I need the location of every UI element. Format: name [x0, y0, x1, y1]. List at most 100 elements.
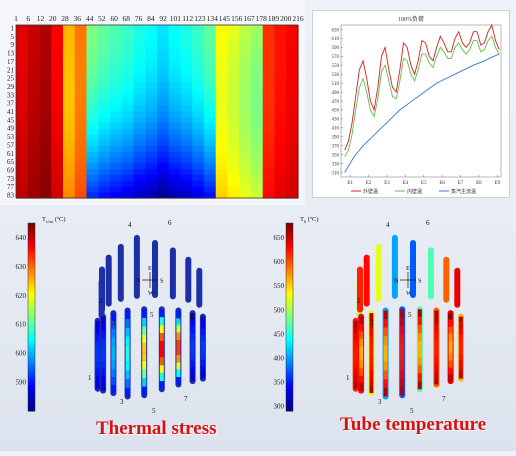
- heatmap-cell: [262, 186, 276, 193]
- heatmap-cell: [63, 48, 76, 55]
- heatmap-cell: [110, 65, 123, 72]
- heatmap-cell: [286, 88, 299, 95]
- heatmap-cell: [262, 76, 276, 84]
- heatmap-cell: [168, 123, 182, 130]
- tube-number: 2: [99, 297, 103, 305]
- heatmap-cell: [204, 180, 217, 188]
- heatmap-cell: [63, 111, 76, 118]
- heatmap-cell: [133, 88, 146, 95]
- heatmap-cell: [227, 53, 240, 61]
- colorbar-symbol: T: [300, 216, 304, 223]
- heatmap-cell: [121, 157, 135, 164]
- heatmap-cell: [51, 99, 64, 107]
- colorbar-segment: [28, 398, 35, 403]
- heatmap-cell: [157, 140, 170, 147]
- heatmap-cell: [274, 25, 287, 32]
- heatmap-cell: [227, 65, 240, 72]
- heatmap-cell: [145, 36, 158, 43]
- heatmap-cell: [98, 48, 111, 55]
- heatmap-cell: [27, 48, 41, 55]
- heatmap-cell: [74, 146, 88, 153]
- heatmap-cell: [157, 180, 170, 188]
- heatmap-cell: [133, 105, 146, 113]
- heatmap-cell: [274, 180, 287, 188]
- heatmap-cell: [274, 59, 287, 66]
- heatmap-cell: [286, 134, 299, 141]
- line-chart-y-tick-label: 310: [332, 171, 340, 176]
- colorbar-segment: [28, 226, 35, 230]
- heatmap-cell: [110, 111, 123, 118]
- heatmap-cell: [192, 111, 205, 118]
- heatmap-cell: [262, 117, 276, 124]
- colorbar-tick-label: 590: [16, 379, 27, 387]
- heatmap-cell: [74, 157, 88, 164]
- heatmap-cell: [16, 30, 29, 38]
- colorbar-tick-label: 650: [274, 234, 285, 242]
- heatmap-cell: [274, 186, 287, 193]
- tube-number: 3: [112, 319, 116, 327]
- heatmap-cell: [215, 105, 229, 113]
- heatmap-x-tick-label: 12: [37, 14, 45, 23]
- heatmap-cell: [274, 71, 287, 78]
- heatmap-cell: [110, 76, 123, 84]
- colorbar-segment: [28, 244, 35, 249]
- heatmap-cell: [16, 192, 29, 199]
- heatmap-cell: [168, 30, 182, 38]
- heatmap-cell: [121, 111, 135, 118]
- heatmap-cell: [227, 157, 240, 164]
- heatmap-cell: [180, 134, 193, 141]
- heatmap-cell: [39, 151, 52, 159]
- heatmap-cell: [157, 128, 170, 136]
- heatmap-cell: [121, 94, 135, 101]
- heatmap-x-tick-label: 28: [61, 14, 69, 23]
- heatmap-cell: [121, 146, 135, 153]
- heatmap-x-tick-label: 178: [256, 14, 268, 23]
- heatmap-cell: [16, 146, 29, 153]
- colorbar-segment: [286, 354, 293, 359]
- heatmap-cell: [51, 94, 64, 101]
- colorbar-segment: [28, 385, 35, 390]
- heatmap-cell: [262, 59, 276, 66]
- heatmap-cell: [262, 174, 276, 182]
- colorbar-tick-label: 350: [274, 379, 285, 387]
- heatmap-cell: [74, 169, 88, 176]
- heatmap-cell: [239, 30, 252, 38]
- line-chart-x-tick-label: E2: [366, 181, 372, 186]
- heatmap-cell: [192, 88, 205, 95]
- heatmap-cell: [251, 146, 264, 153]
- heatmap-cell: [74, 25, 88, 32]
- heatmap-cell: [204, 25, 217, 32]
- colorbar-tick-label: 620: [16, 292, 27, 300]
- heatmap-cell: [239, 65, 252, 72]
- heatmap-cell: [251, 151, 264, 159]
- line-chart-x-tick-label: E1: [347, 181, 353, 186]
- tube-number: 5: [410, 407, 414, 415]
- heatmap-cell: [204, 94, 217, 101]
- colorbar-segment: [286, 320, 293, 324]
- line-chart-x-tick-label: E7: [458, 181, 464, 186]
- heatmap-cell: [227, 174, 240, 182]
- heatmap-cell: [157, 59, 170, 66]
- heatmap-cell: [215, 146, 229, 153]
- heatmap-cell: [168, 88, 182, 95]
- heatmap-cell: [39, 94, 52, 101]
- heatmap-cell: [133, 146, 146, 153]
- heatmap-cell: [86, 123, 99, 130]
- heatmap-cell: [110, 192, 123, 199]
- colorbar-tick-label: 550: [274, 282, 285, 290]
- colorbar-segment: [286, 398, 293, 403]
- heatmap-x-tick-label: 189: [268, 14, 280, 23]
- tube-number: 1: [346, 374, 350, 382]
- heatmap-cell: [227, 192, 240, 199]
- heatmap-cell: [74, 71, 88, 78]
- heatmap-cell: [27, 128, 41, 136]
- heatmap-cell: [157, 76, 170, 84]
- heatmap-cell: [98, 82, 111, 90]
- colorbar-segment: [28, 279, 35, 284]
- heatmap-cell: [86, 36, 99, 43]
- heatmap-cell: [251, 134, 264, 141]
- heatmap-cell: [51, 140, 64, 147]
- heatmap-cell: [227, 48, 240, 55]
- heatmap-cell: [145, 76, 158, 84]
- heatmap-cell: [168, 174, 182, 182]
